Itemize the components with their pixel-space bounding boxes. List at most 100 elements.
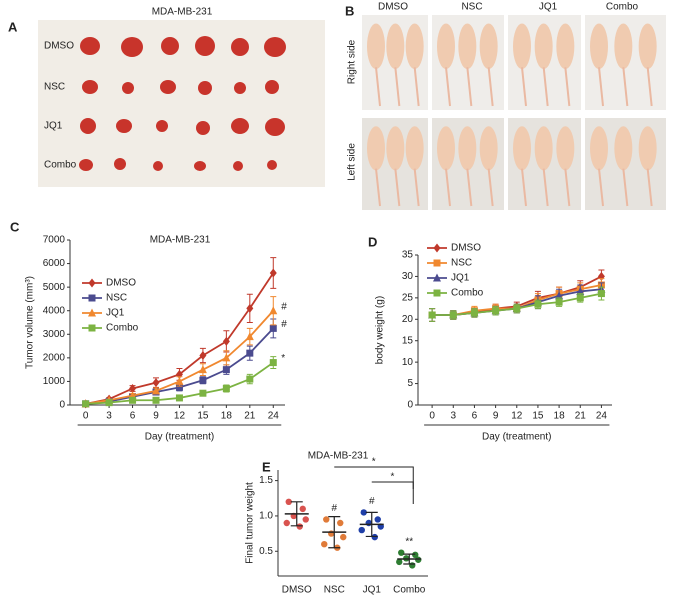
marker — [246, 349, 254, 357]
marker — [152, 396, 160, 404]
tail — [375, 67, 381, 107]
tail — [542, 168, 549, 207]
y-tick-label: 15 — [402, 335, 414, 346]
tail — [413, 67, 420, 107]
marker — [433, 243, 441, 253]
y-tick-label: 35 — [402, 250, 414, 261]
y-tick-label: 4000 — [43, 305, 66, 316]
x-tick-label: 24 — [268, 411, 280, 422]
marker — [576, 286, 585, 295]
x-tick-label: 24 — [596, 411, 608, 422]
tail — [564, 168, 571, 207]
marker — [576, 294, 584, 302]
marker — [199, 351, 207, 360]
mouse-photos — [362, 15, 666, 210]
data-point — [337, 519, 344, 527]
sd-bar — [403, 553, 416, 565]
tail — [542, 67, 549, 107]
marker — [246, 303, 254, 313]
marker — [105, 399, 113, 407]
annotation: * — [281, 353, 285, 364]
tail — [521, 67, 527, 107]
legend-label: Combo — [451, 288, 484, 299]
marker — [555, 298, 563, 306]
marker — [129, 396, 137, 404]
sd-bar — [328, 516, 341, 549]
y-axis-label: body weight (g) — [375, 296, 386, 364]
x-tick-label: 21 — [575, 411, 587, 422]
data-point — [283, 519, 290, 527]
mouse — [513, 126, 531, 171]
y-tick-label: 1000 — [43, 376, 66, 387]
marker — [269, 359, 277, 367]
x-tick-label: Combo — [393, 585, 426, 596]
panel-label: E — [262, 459, 271, 474]
marker — [534, 300, 542, 308]
marker — [555, 291, 564, 300]
sd-bar — [290, 501, 303, 527]
x-axis-label: Day (treatment) — [145, 432, 214, 443]
tumors — [79, 36, 286, 171]
mouse — [367, 126, 385, 171]
data-point — [296, 523, 303, 530]
x-tick-label: 12 — [174, 411, 186, 422]
x-tick-label: 6 — [472, 411, 478, 422]
mouse — [437, 23, 455, 70]
significance-bracket — [334, 466, 414, 489]
tail — [622, 67, 629, 107]
marker — [222, 385, 230, 392]
marker — [245, 332, 254, 341]
data-point — [374, 516, 381, 523]
y-tick-label: 5 — [407, 378, 413, 389]
marker — [246, 375, 254, 383]
significance-label: * — [372, 457, 376, 468]
y-tick-label: 1.5 — [259, 475, 273, 486]
mouse — [534, 23, 553, 70]
data-point — [321, 541, 328, 548]
x-tick-label: 3 — [450, 411, 456, 422]
tail — [466, 67, 473, 107]
legend-label: DMSO — [106, 278, 136, 289]
y-tick-label: 25 — [402, 292, 414, 303]
legend-label: NSC — [451, 258, 472, 269]
chart-title: MDA-MB-231 — [150, 235, 211, 246]
marker — [222, 336, 230, 346]
tail — [413, 168, 420, 207]
x-tick-label: 9 — [493, 411, 499, 422]
significance-bracket — [371, 481, 414, 504]
mouse — [513, 23, 531, 70]
marker — [222, 353, 231, 362]
annotation: # — [331, 503, 337, 514]
marker — [492, 307, 500, 315]
data-point — [302, 516, 309, 523]
sd-bar — [365, 511, 378, 538]
y-tick-label: 30 — [402, 271, 414, 282]
tail — [646, 67, 653, 107]
marker — [470, 309, 478, 317]
chart-title: MDA-MB-231 — [308, 451, 369, 462]
tail — [445, 67, 451, 107]
x-tick-label: 12 — [511, 411, 523, 422]
column-label: Combo — [606, 2, 639, 13]
row-label: DMSO — [44, 41, 74, 52]
mouse — [638, 23, 657, 70]
data-point — [396, 558, 403, 566]
x-tick-label: 6 — [130, 411, 136, 422]
x-axis-label: Day (treatment) — [482, 432, 551, 443]
tail — [394, 168, 401, 207]
x-tick-label: 0 — [83, 411, 89, 422]
x-tick-label: 18 — [221, 411, 233, 422]
data-point — [412, 551, 419, 558]
photo-title: MDA-MB-231 — [152, 7, 213, 18]
y-tick-label: 7000 — [43, 235, 66, 246]
tail — [564, 67, 571, 107]
tail — [487, 168, 494, 207]
mouse — [405, 126, 424, 171]
x-tick-label: NSC — [324, 585, 345, 596]
y-tick-label: 0.5 — [259, 546, 273, 557]
marker — [449, 311, 457, 319]
row-label: Combo — [44, 160, 77, 171]
marker — [597, 290, 605, 298]
marker — [222, 366, 230, 374]
